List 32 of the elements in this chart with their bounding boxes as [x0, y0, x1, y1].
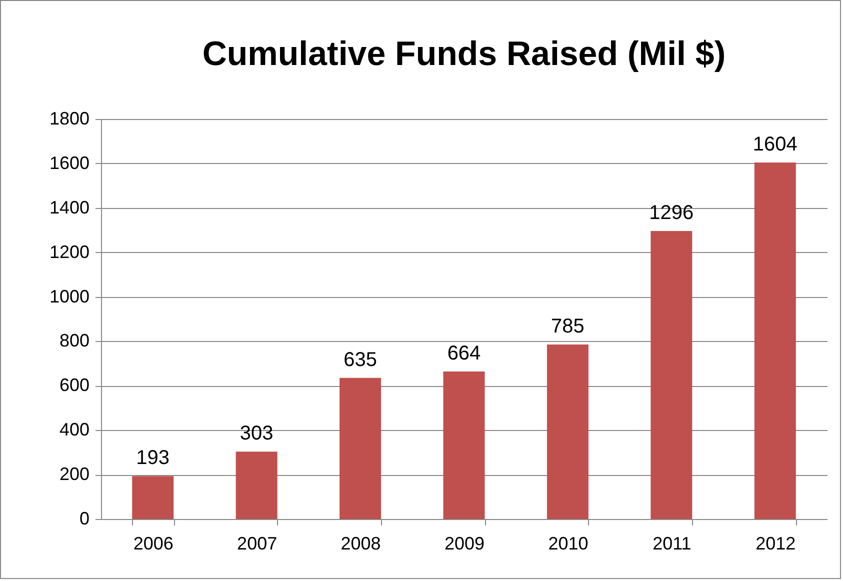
x-tick-label: 2012 — [756, 534, 796, 554]
x-tick-label: 2006 — [133, 534, 174, 554]
y-tick-label: 400 — [59, 420, 90, 440]
y-tick-label: 800 — [59, 330, 90, 351]
y-tick-label: 600 — [59, 375, 90, 396]
x-tick-label: 2007 — [237, 534, 278, 554]
x-tick-label: 2009 — [444, 534, 485, 554]
data-label: 1296 — [649, 202, 694, 224]
data-label: 303 — [240, 422, 274, 445]
y-tick-label: 1200 — [49, 242, 90, 262]
x-tick-label: 2008 — [340, 534, 381, 554]
y-tick-label: 200 — [59, 464, 90, 484]
chart-title: Cumulative Funds Raised (Mil $) — [202, 35, 726, 73]
y-tick-label: 1800 — [49, 108, 90, 128]
y-tick-label: 1600 — [49, 152, 90, 173]
bar — [132, 476, 174, 519]
data-label: 635 — [344, 348, 377, 371]
y-tick-label: 1400 — [49, 197, 90, 218]
data-label: 1604 — [752, 134, 798, 156]
bar — [236, 452, 278, 519]
bar — [754, 162, 796, 519]
data-label: 664 — [447, 342, 481, 364]
x-tick-label: 2010 — [548, 534, 588, 554]
data-label: 785 — [551, 316, 584, 338]
bar — [340, 378, 382, 519]
y-tick-label: 1000 — [49, 286, 90, 306]
data-label: 193 — [136, 447, 170, 470]
bar — [546, 344, 588, 519]
bar — [443, 371, 485, 519]
y-tick-label: 0 — [79, 508, 90, 528]
bar — [650, 231, 692, 519]
x-tick-label: 2011 — [652, 534, 692, 554]
